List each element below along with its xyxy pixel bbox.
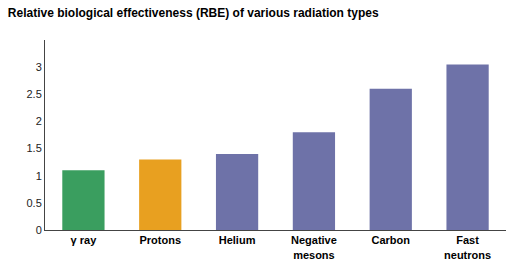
svg-text:0: 0 xyxy=(36,224,42,236)
svg-text:3: 3 xyxy=(36,61,42,73)
svg-text:Protons: Protons xyxy=(139,234,181,246)
svg-text:γ ray: γ ray xyxy=(71,234,98,246)
svg-text:0.5: 0.5 xyxy=(27,197,42,209)
svg-text:1: 1 xyxy=(36,170,42,182)
svg-text:Negativemesons: Negativemesons xyxy=(291,234,337,260)
svg-text:Relative biological effectiven: Relative biological effectiveness (RBE) … xyxy=(8,6,379,20)
svg-text:Fastneutrons: Fastneutrons xyxy=(444,234,491,260)
svg-text:Carbon: Carbon xyxy=(372,234,411,246)
svg-text:2.5: 2.5 xyxy=(27,88,42,100)
svg-text:2: 2 xyxy=(36,115,42,127)
svg-text:1.5: 1.5 xyxy=(27,142,42,154)
svg-text:Helium: Helium xyxy=(219,234,256,246)
